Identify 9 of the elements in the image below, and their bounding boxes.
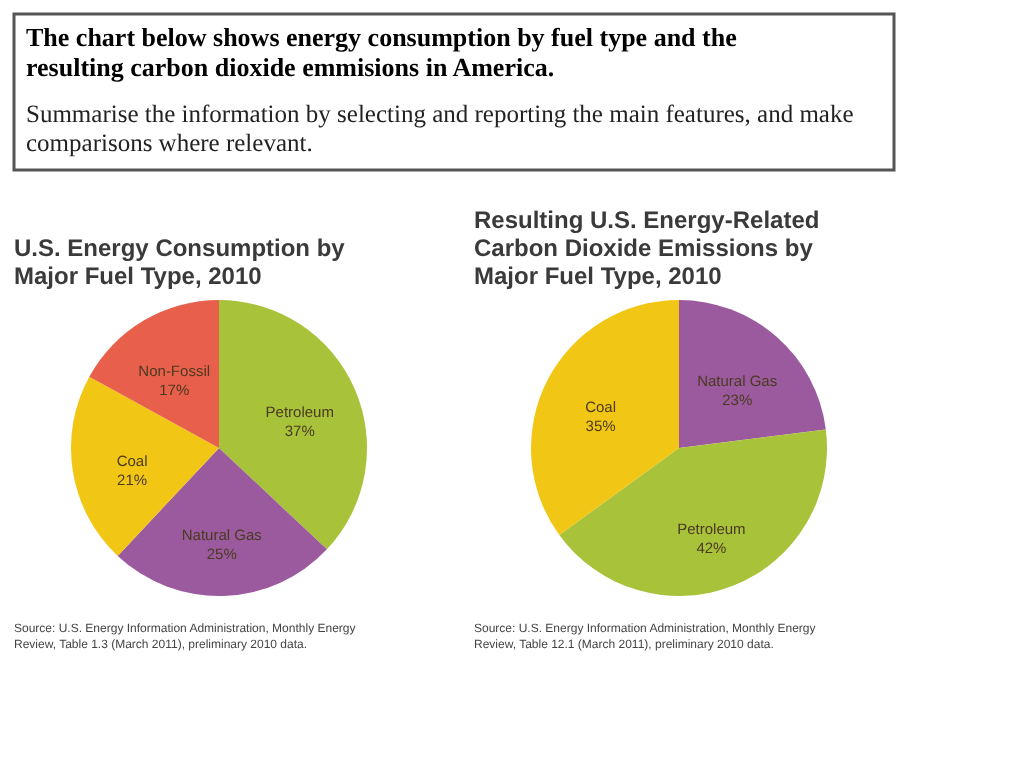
chart-title: U.S. Energy Consumption by Major Fuel Type, 2010 — [14, 234, 346, 290]
text: Summarise the information by selecting and reporting the main features, and make comparisons where relevant. — [26, 100, 855, 157]
pie-slice — [117, 448, 327, 596]
pie-slice — [679, 300, 826, 448]
pie-slice — [89, 300, 219, 448]
text: The chart below shows energy consumption by fuel type and the resulting carbon dioxide emmisions in America. — [26, 22, 738, 82]
pie-slice — [531, 300, 679, 535]
pie-slice — [559, 429, 827, 596]
chart-title: Resulting U.S. Energy-Related Carbon Dioxide Emissions by Major Fuel Type, 2010 — [474, 206, 820, 290]
